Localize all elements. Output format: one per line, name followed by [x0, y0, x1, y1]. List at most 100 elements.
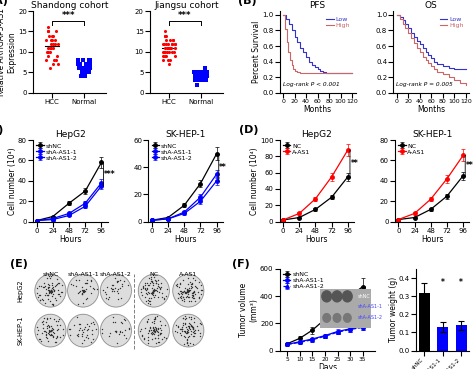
- Point: [44, 297, 51, 303]
- Point: [48, 285, 56, 291]
- Point: [49, 290, 56, 296]
- Point: [49, 333, 56, 339]
- Point: [201, 73, 208, 79]
- Text: **: **: [351, 159, 358, 168]
- Point: [138, 292, 146, 298]
- Point: [79, 287, 87, 293]
- Point: [191, 283, 199, 289]
- Point: [50, 32, 57, 38]
- Point: [80, 288, 87, 294]
- Point: [45, 45, 52, 51]
- Title: HepG2: HepG2: [301, 130, 332, 139]
- Point: [44, 292, 52, 298]
- Point: [45, 338, 52, 344]
- Point: [82, 280, 90, 286]
- Point: [145, 282, 153, 287]
- Point: [174, 295, 182, 301]
- Point: [37, 338, 45, 344]
- Point: [179, 320, 187, 326]
- Point: [184, 329, 192, 335]
- Circle shape: [68, 314, 99, 347]
- Point: [189, 325, 197, 331]
- Point: [151, 335, 159, 341]
- Point: [46, 288, 53, 294]
- Point: [187, 314, 194, 320]
- Point: [54, 318, 61, 324]
- Point: [79, 331, 86, 337]
- Point: [150, 287, 157, 293]
- Point: [161, 45, 169, 51]
- Point: [191, 291, 198, 297]
- Point: [39, 325, 47, 331]
- Point: [145, 340, 152, 346]
- Point: [157, 330, 164, 336]
- Point: [139, 283, 146, 289]
- Point: [171, 53, 179, 59]
- Point: [168, 49, 175, 55]
- Point: [46, 289, 53, 294]
- Point: [112, 328, 119, 334]
- Point: [195, 73, 202, 79]
- Point: [187, 323, 194, 328]
- Point: [118, 320, 126, 326]
- Point: [80, 288, 87, 294]
- Point: [152, 280, 160, 286]
- Point: [75, 321, 82, 327]
- Point: [180, 315, 187, 321]
- Point: [47, 328, 55, 334]
- Title: PFS: PFS: [310, 1, 326, 10]
- Point: [189, 284, 196, 290]
- Point: [190, 292, 197, 298]
- Point: [74, 331, 82, 337]
- Point: [197, 69, 204, 75]
- Point: [33, 285, 41, 291]
- Point: [111, 285, 119, 291]
- Text: *: *: [441, 278, 445, 287]
- Point: [182, 315, 190, 321]
- Point: [155, 289, 163, 295]
- Point: [153, 328, 161, 334]
- Point: [85, 61, 93, 67]
- Point: [184, 287, 191, 293]
- Text: HepG2: HepG2: [18, 279, 24, 302]
- Point: [79, 288, 87, 294]
- Point: [47, 288, 55, 294]
- Point: [83, 277, 91, 283]
- Point: [178, 328, 185, 334]
- Point: [144, 282, 152, 288]
- Point: [43, 315, 50, 321]
- Point: [138, 333, 146, 339]
- Point: [144, 280, 151, 286]
- Point: [54, 280, 62, 286]
- Point: [188, 281, 196, 287]
- Point: [76, 61, 83, 67]
- Point: [36, 336, 43, 342]
- Point: [148, 336, 155, 342]
- Point: [150, 326, 157, 332]
- Point: [47, 287, 55, 293]
- Point: [74, 334, 82, 339]
- Text: SK-HEP-1: SK-HEP-1: [18, 316, 24, 345]
- Point: [38, 318, 46, 324]
- Point: [182, 290, 190, 296]
- Point: [107, 285, 114, 291]
- Point: [169, 41, 176, 46]
- Point: [53, 322, 60, 328]
- Point: [112, 328, 120, 334]
- Point: [82, 65, 89, 71]
- Point: [189, 324, 197, 330]
- Point: [173, 281, 181, 287]
- Point: [178, 332, 185, 338]
- Point: [49, 326, 56, 332]
- Point: [149, 279, 156, 285]
- Point: [184, 287, 192, 293]
- Point: [43, 323, 51, 329]
- Point: [43, 293, 51, 299]
- Point: [81, 65, 88, 71]
- Point: [36, 297, 44, 303]
- Point: [154, 282, 162, 287]
- Point: [174, 324, 182, 330]
- Bar: [456, 325, 467, 351]
- Point: [202, 69, 210, 75]
- Point: [190, 328, 198, 334]
